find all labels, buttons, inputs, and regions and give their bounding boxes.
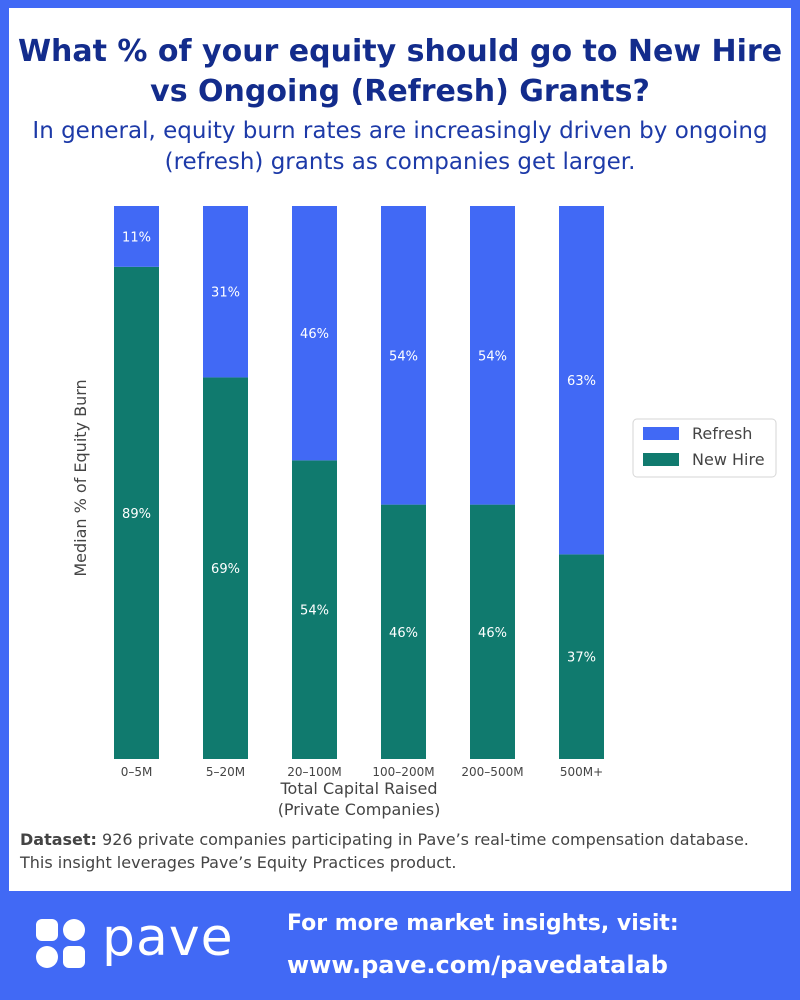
bar-new-hire	[114, 266, 159, 759]
data-label-refresh: 63%	[567, 374, 596, 389]
pave-logo-text: pave	[102, 908, 234, 968]
page-subtitle: In general, equity burn rates are increa…	[32, 118, 768, 175]
footer-banner: pave For more market insights, visit: ww…	[0, 891, 800, 1000]
data-label-refresh: 46%	[300, 327, 329, 342]
data-label-refresh: 54%	[478, 349, 507, 364]
bar-refresh	[114, 206, 159, 267]
bar-new-hire	[381, 504, 426, 759]
bar-refresh	[470, 206, 515, 505]
x-tick-label: 5–20M	[206, 765, 245, 779]
bar-new-hire	[292, 460, 337, 759]
bars-group: 89% 11% 0–5M 69% 31% 5–20M 54% 46% 20–100M 46% 54%…	[114, 206, 604, 779]
data-label-new-hire: 89%	[122, 507, 151, 522]
bar-new-hire	[203, 377, 248, 759]
data-label-refresh: 54%	[389, 349, 418, 364]
x-tick-label: 500M+	[560, 765, 603, 779]
x-axis-label-line: Total Capital Raised	[280, 779, 438, 798]
bar-new-hire	[470, 504, 515, 759]
dataset-label: Dataset:	[20, 830, 97, 849]
legend-label: Refresh	[692, 424, 752, 443]
bar-new-hire	[559, 554, 604, 759]
bar-refresh	[203, 206, 248, 378]
dataset-text: 926 private companies participating in P…	[20, 830, 749, 872]
bar-refresh	[559, 206, 604, 555]
bar-refresh	[292, 206, 337, 461]
y-axis-label: Median % of Equity Burn	[71, 379, 90, 576]
infographic-card: What % of your equity should go to New H…	[9, 8, 791, 891]
data-label-new-hire: 37%	[567, 651, 596, 666]
x-tick-label: 0–5M	[121, 765, 153, 779]
data-label-new-hire: 46%	[389, 626, 418, 641]
legend-swatch	[643, 453, 679, 466]
x-tick-label: 100–200M	[372, 765, 434, 779]
stacked-bar-chart: 89% 11% 0–5M 69% 31% 5–20M 54% 46% 20–100M 46% 54%…	[71, 206, 777, 819]
pave-logo-icon	[36, 919, 86, 969]
data-label-new-hire: 69%	[211, 562, 240, 577]
data-label-new-hire: 46%	[478, 626, 507, 641]
bar-refresh	[381, 206, 426, 505]
legend: Refresh New Hire	[632, 418, 777, 478]
legend-swatch	[643, 427, 679, 440]
cta-text: For more market insights, visit:	[287, 911, 679, 936]
x-tick-label: 20–100M	[287, 765, 342, 779]
page-title: What % of your equity should go to New H…	[17, 34, 783, 109]
data-label-refresh: 31%	[211, 286, 240, 301]
dataset-note: Dataset: 926 private companies participa…	[20, 828, 780, 874]
legend-label: New Hire	[692, 450, 765, 469]
x-tick-label: 200–500M	[461, 765, 523, 779]
data-label-refresh: 11%	[122, 230, 151, 245]
cta-link[interactable]: www.pave.com/pavedatalab	[287, 951, 668, 979]
x-axis-label-line: (Private Companies)	[278, 800, 441, 819]
x-axis-label: Total Capital Raised (Private Companies)	[278, 779, 441, 819]
data-label-new-hire: 54%	[300, 604, 329, 619]
